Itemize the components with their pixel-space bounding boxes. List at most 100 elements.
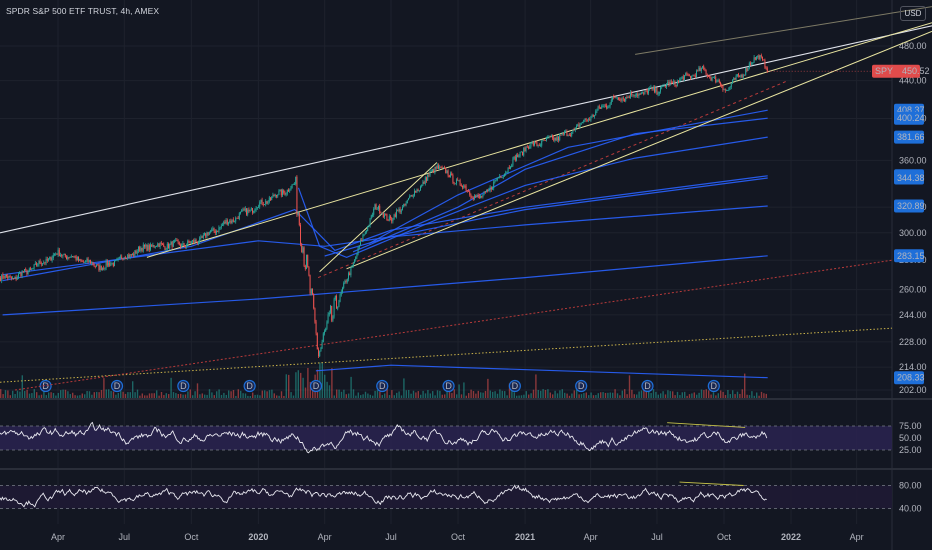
volume-bar	[295, 372, 297, 398]
candle-body	[176, 239, 178, 241]
candle-body	[130, 254, 132, 256]
candle-body	[52, 254, 54, 258]
candle-body	[289, 190, 291, 192]
candle-body	[620, 99, 622, 101]
candle-body	[652, 87, 654, 90]
volume-bar	[165, 393, 167, 398]
candle-body	[192, 240, 193, 242]
candle-body	[567, 134, 569, 136]
volume-bar	[352, 389, 355, 398]
volume-bar	[108, 389, 110, 398]
candle-body	[348, 273, 349, 280]
candle-body	[223, 221, 225, 225]
volume-bar	[600, 392, 602, 398]
candle-body	[84, 261, 85, 263]
volume-bar	[578, 394, 580, 398]
candle-body	[758, 55, 760, 60]
currency-button[interactable]: USD	[900, 6, 926, 21]
candle-body	[234, 221, 235, 223]
dividend-marker	[376, 379, 389, 393]
candle-body	[739, 75, 741, 77]
candle-body	[763, 59, 765, 61]
volume-bar	[384, 393, 386, 398]
candle-body	[66, 256, 67, 259]
volume-bar	[619, 395, 621, 398]
candle-body	[194, 239, 196, 243]
candle-body	[180, 245, 181, 247]
volume-bar	[21, 375, 23, 398]
candle-body	[519, 151, 521, 156]
candle-body	[444, 167, 445, 169]
candle-body	[37, 264, 39, 266]
candle-body	[360, 240, 361, 246]
volume-bar	[146, 395, 148, 398]
candle-body	[471, 197, 473, 199]
rsi-axis-label: 75.00	[899, 421, 922, 431]
ma-value-label: 344.38	[897, 173, 925, 183]
dividend-marker-label: D	[711, 381, 718, 391]
volume-bar	[564, 392, 566, 398]
candle-body	[354, 259, 355, 264]
volume-bar	[148, 393, 151, 398]
volume-bar	[302, 377, 304, 398]
candle-body	[222, 224, 223, 226]
candle-body	[79, 259, 81, 261]
volume-bar	[67, 391, 69, 398]
candle-body	[686, 73, 688, 75]
candle-body	[433, 169, 435, 173]
candle-body	[153, 245, 155, 247]
candle-body	[607, 106, 609, 108]
volume-bar	[237, 389, 239, 398]
time-axis-label: Jul	[651, 532, 663, 542]
candle-body	[132, 253, 133, 256]
candle-body	[708, 75, 709, 77]
volume-bar	[115, 394, 117, 398]
candle-body	[544, 140, 546, 141]
ma-value-badge	[894, 199, 924, 213]
candle-body	[112, 263, 114, 267]
candle-body	[729, 86, 731, 89]
candle-body	[315, 321, 317, 334]
volume-bar	[331, 368, 333, 398]
candle-body	[325, 328, 327, 332]
volume-bar	[475, 393, 477, 398]
candle-body	[165, 249, 167, 251]
candle-body	[561, 133, 563, 136]
volume-bar	[434, 395, 436, 398]
candle-body	[496, 177, 498, 180]
candle-body	[73, 256, 75, 258]
volume-bar	[427, 390, 429, 398]
candle-body	[216, 230, 217, 233]
volume-bar	[453, 389, 455, 398]
candle-body	[474, 195, 475, 199]
volume-bar	[451, 393, 453, 398]
volume-bar	[602, 392, 604, 398]
candle-body	[296, 176, 298, 215]
volume-bar	[763, 393, 765, 398]
candle-body	[105, 261, 107, 268]
candle-body	[580, 122, 582, 124]
volume-bar	[652, 389, 655, 398]
dotted-yellow-line	[0, 327, 893, 383]
volume-bar	[235, 395, 237, 398]
time-axis-label: 2022	[781, 532, 801, 542]
volume-bar	[33, 389, 35, 398]
candle-body	[663, 85, 665, 87]
candle-body	[734, 77, 736, 80]
volume-bar	[674, 395, 676, 398]
dividend-marker-label: D	[42, 381, 49, 391]
volume-bar	[168, 394, 170, 398]
candle-body	[248, 209, 250, 211]
candle-body	[642, 92, 643, 94]
candle-body	[532, 142, 534, 146]
candle-body	[110, 263, 112, 266]
time-axis-label: Jul	[119, 532, 131, 542]
volume-bar	[734, 394, 736, 398]
volume-bar	[196, 383, 199, 398]
candle-body	[332, 316, 334, 321]
candle-body	[1, 274, 3, 281]
volume-bar	[216, 391, 218, 398]
candle-body	[555, 137, 557, 141]
candle-body	[267, 201, 269, 204]
